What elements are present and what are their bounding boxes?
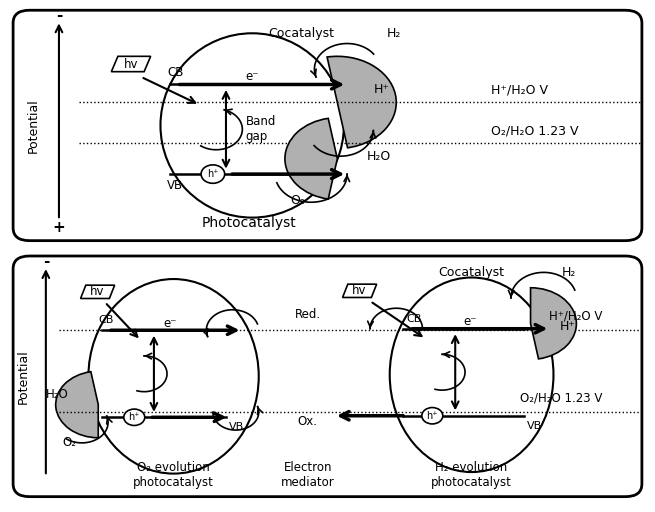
Text: O₂: O₂: [291, 194, 305, 207]
Text: hv: hv: [90, 285, 105, 298]
Text: Ox.: Ox.: [298, 415, 318, 428]
Text: CB: CB: [167, 67, 183, 79]
Text: -: -: [56, 8, 62, 23]
FancyBboxPatch shape: [13, 256, 642, 497]
Text: h⁺: h⁺: [426, 411, 438, 421]
Wedge shape: [285, 118, 337, 199]
Text: O₂/H₂O 1.23 V: O₂/H₂O 1.23 V: [520, 392, 603, 404]
Text: h⁺: h⁺: [207, 169, 219, 179]
Text: VB: VB: [229, 422, 244, 433]
Polygon shape: [111, 56, 151, 72]
Text: Potential: Potential: [16, 349, 29, 403]
Wedge shape: [531, 288, 576, 359]
Text: O₂/H₂O 1.23 V: O₂/H₂O 1.23 V: [491, 124, 579, 137]
Text: H⁺/H₂O V: H⁺/H₂O V: [491, 83, 548, 96]
Text: VB: VB: [527, 421, 542, 431]
Text: +: +: [52, 220, 66, 236]
Text: CB: CB: [406, 313, 421, 324]
Text: e⁻: e⁻: [246, 70, 259, 83]
Text: H₂: H₂: [386, 27, 401, 40]
Text: CB: CB: [98, 315, 113, 325]
Text: VB: VB: [167, 179, 183, 192]
Text: H₂O: H₂O: [46, 388, 69, 401]
Text: H⁺/H₂O V: H⁺/H₂O V: [550, 310, 603, 323]
FancyBboxPatch shape: [13, 10, 642, 241]
Text: O₂: O₂: [62, 436, 76, 450]
Text: -: -: [43, 253, 49, 269]
Text: hv: hv: [352, 284, 367, 297]
Text: Electron
mediator: Electron mediator: [281, 461, 335, 489]
Text: Cocatalyst: Cocatalyst: [269, 27, 334, 40]
Text: h⁺: h⁺: [128, 412, 140, 422]
Text: e⁻: e⁻: [164, 316, 177, 330]
Text: H⁺: H⁺: [373, 83, 389, 96]
Ellipse shape: [160, 33, 344, 218]
Text: H₂ evolution
photocatalyst: H₂ evolution photocatalyst: [431, 461, 512, 489]
Text: Potential: Potential: [26, 98, 39, 153]
Wedge shape: [327, 56, 396, 148]
Text: Photocatalyst: Photocatalyst: [202, 217, 296, 230]
Text: O₂ evolution
photocatalyst: O₂ evolution photocatalyst: [133, 461, 214, 489]
Text: H₂: H₂: [562, 266, 576, 280]
Text: H⁺: H⁺: [560, 319, 576, 333]
Polygon shape: [343, 284, 377, 297]
Text: H₂O: H₂O: [367, 150, 391, 163]
Wedge shape: [56, 372, 98, 438]
Circle shape: [124, 409, 145, 425]
Circle shape: [422, 408, 443, 424]
Ellipse shape: [390, 278, 553, 472]
Circle shape: [201, 165, 225, 183]
Text: e⁻: e⁻: [463, 315, 477, 328]
Polygon shape: [81, 285, 115, 298]
Ellipse shape: [88, 279, 259, 474]
Text: Cocatalyst: Cocatalyst: [439, 266, 504, 279]
Text: hv: hv: [124, 57, 138, 71]
Text: Red.: Red.: [295, 308, 321, 321]
Text: Band
gap: Band gap: [246, 115, 276, 143]
